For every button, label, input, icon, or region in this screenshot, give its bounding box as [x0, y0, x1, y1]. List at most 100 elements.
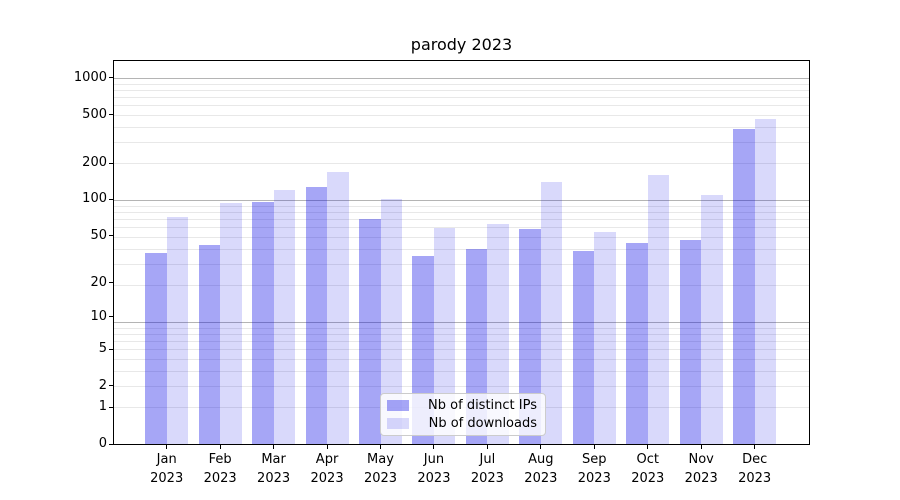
bar-ips-nov: [679, 240, 702, 444]
bar-ips-oct: [626, 243, 648, 444]
x-tick-month: Jun: [423, 452, 445, 467]
gridline-minor: [114, 340, 809, 342]
y-tick-label-100: 100: [82, 191, 107, 207]
bar-downloads-apr: [327, 171, 349, 444]
legend-item-downloads: Nb of downloads: [387, 416, 537, 431]
y-tick-label-5: 5: [98, 341, 107, 357]
bar-ips-feb: [198, 244, 221, 444]
legend-swatch-distinct-ips: [387, 400, 409, 411]
x-tick-label-jul: Jul 2023: [455, 450, 519, 488]
bar-ips-apr: [305, 186, 328, 444]
gridline-minor: [114, 89, 809, 91]
x-tick-mark: [433, 445, 435, 449]
x-tick-year: 2023: [310, 471, 344, 486]
bar-ips-dec: [733, 129, 755, 444]
x-tick-label-nov: Nov 2023: [669, 450, 733, 488]
x-tick-label-may: May 2023: [349, 450, 413, 488]
gridline-minor: [114, 349, 809, 351]
bar-ips-sep: [572, 251, 595, 444]
x-tick-month: Jul: [479, 452, 496, 467]
x-tick-label-feb: Feb 2023: [188, 450, 252, 488]
bar-downloads-jan: [166, 216, 189, 444]
gridline-minor: [114, 333, 809, 335]
y-tick-label-500: 500: [82, 106, 107, 122]
gridline-minor: [114, 211, 809, 213]
bar-downloads-dec: [754, 119, 777, 444]
x-tick-label-jan: Jan 2023: [135, 450, 199, 488]
x-tick-year: 2023: [150, 471, 184, 486]
x-tick-label-oct: Oct 2023: [616, 450, 680, 488]
gridline-minor: [114, 263, 809, 265]
x-tick-mark: [219, 445, 221, 449]
y-tick-label-1: 1: [98, 399, 107, 415]
x-tick-label-dec: Dec 2023: [723, 450, 787, 488]
gridline-minor: [114, 236, 809, 238]
x-tick-label-apr: Apr 2023: [295, 450, 359, 488]
x-tick-year: 2023: [203, 471, 237, 486]
gridline-minor: [114, 285, 809, 287]
x-tick-year: 2023: [738, 471, 772, 486]
bar-downloads-feb: [220, 203, 242, 444]
bar-ips-aug: [519, 228, 541, 444]
legend-item-distinct-ips: Nb of distinct IPs: [387, 398, 537, 413]
gridline-minor: [114, 163, 809, 165]
gridline-minor: [114, 385, 809, 387]
bar-downloads-jun: [433, 227, 456, 444]
gridline-minor: [114, 83, 809, 85]
gridline-minor: [114, 370, 809, 372]
gridline-minor: [114, 327, 809, 329]
x-tick-mark: [326, 445, 328, 449]
gridline-minor: [114, 227, 809, 229]
x-tick-year: 2023: [417, 471, 451, 486]
legend-swatch-downloads: [387, 418, 409, 429]
x-tick-mark: [166, 445, 168, 449]
y-tick-label-0: 0: [98, 436, 107, 451]
gridline-minor: [114, 96, 809, 98]
x-tick-month: Nov: [688, 452, 714, 467]
x-tick-mark: [540, 445, 542, 449]
bar-downloads-sep: [594, 231, 616, 444]
y-tick-mark: [109, 114, 113, 116]
y-tick-mark: [109, 77, 113, 79]
y-tick-mark: [109, 385, 113, 387]
legend: Nb of distinct IPs Nb of downloads: [380, 393, 546, 436]
gridline-minor: [114, 358, 809, 360]
x-tick-month: May: [367, 452, 394, 467]
x-tick-year: 2023: [684, 471, 718, 486]
bar-downloads-nov: [701, 195, 723, 444]
x-tick-mark: [273, 445, 275, 449]
bar-ips-mar: [252, 201, 274, 444]
gridline-minor: [114, 114, 809, 116]
x-tick-month: Feb: [208, 452, 232, 467]
y-tick-label-1000: 1000: [73, 69, 107, 85]
x-tick-year: 2023: [470, 471, 504, 486]
x-tick-year: 2023: [631, 471, 665, 486]
y-tick-mark: [109, 443, 113, 445]
y-tick-mark: [109, 316, 113, 318]
bar-downloads-aug: [540, 181, 563, 444]
bar-ips-jan: [145, 252, 167, 444]
gridline-minor: [114, 126, 809, 128]
x-tick-year: 2023: [363, 471, 398, 486]
x-tick-month: Mar: [261, 452, 286, 467]
x-tick-label-mar: Mar 2023: [242, 450, 306, 488]
y-tick-label-50: 50: [90, 227, 107, 243]
legend-label-downloads: Nb of downloads: [428, 416, 537, 431]
gridline-major: [114, 78, 809, 79]
x-tick-label-sep: Sep 2023: [562, 450, 626, 488]
bar-downloads-mar: [273, 189, 296, 444]
legend-label-distinct-ips: Nb of distinct IPs: [428, 398, 537, 413]
x-tick-mark: [486, 445, 488, 449]
x-tick-year: 2023: [577, 471, 611, 486]
bar-downloads-jul: [487, 224, 509, 444]
x-tick-mark: [380, 445, 381, 449]
gridline-minor: [114, 105, 809, 107]
y-tick-label-10: 10: [90, 308, 107, 324]
x-tick-mark: [593, 445, 595, 449]
gridline-minor: [114, 248, 809, 250]
x-tick-mark: [700, 445, 702, 449]
x-tick-month: Aug: [528, 452, 554, 467]
gridline-minor: [114, 218, 809, 220]
bar-downloads-oct: [647, 174, 670, 444]
